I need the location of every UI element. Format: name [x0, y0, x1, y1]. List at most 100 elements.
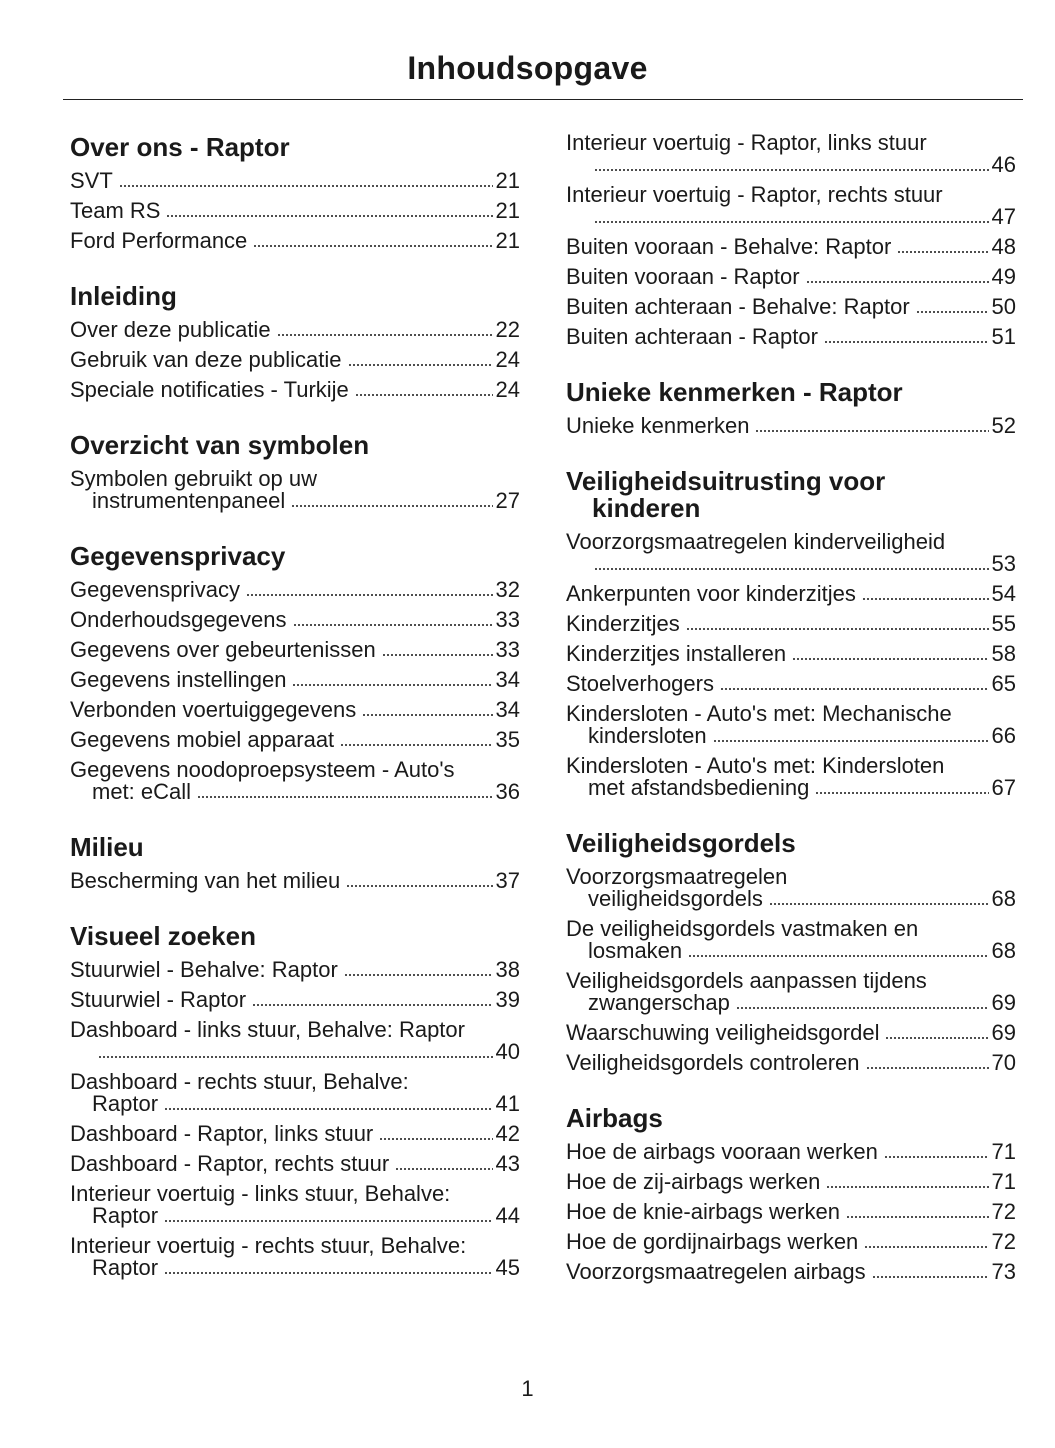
- entry-line: Unieke kenmerken 52: [566, 411, 1016, 441]
- dot-leader: [354, 393, 493, 397]
- toc-entry[interactable]: Unieke kenmerken 52: [566, 411, 1016, 441]
- toc-entry[interactable]: Interieur voertuig - links stuur, Behalv…: [70, 1179, 520, 1231]
- entry-page-number: 70: [991, 1050, 1016, 1075]
- entry-line: Raptor 45: [70, 1257, 520, 1279]
- entry-title: Voorzorgsmaatregelen airbags: [566, 1259, 866, 1284]
- entry-page-number: 68: [991, 886, 1016, 911]
- entry-title: Kindersloten - Auto's met: Mechanische: [566, 701, 952, 726]
- toc-entry[interactable]: Onderhoudsgegevens 33: [70, 605, 520, 635]
- toc-entry[interactable]: Interieur voertuig - Raptor, links stuur…: [566, 128, 1016, 180]
- toc-entry[interactable]: Kindersloten - Auto's met: Kindersloten m…: [566, 751, 1016, 803]
- toc-entry[interactable]: Kindersloten - Auto's met: Mechanische ki…: [566, 699, 1016, 751]
- toc-entry[interactable]: Hoe de gordijnairbags werken 72: [566, 1227, 1016, 1257]
- entry-line: veiligheidsgordels 68: [566, 888, 1016, 910]
- entry-page-number: 69: [991, 990, 1016, 1015]
- toc-entry[interactable]: Voorzorgsmaatregelen veiligheidsgordels 68: [566, 862, 1016, 914]
- toc-entry[interactable]: Gebruik van deze publicatie 24: [70, 345, 520, 375]
- section-heading: Gegevensprivacy: [70, 541, 286, 571]
- toc-section: Airbags Hoe de airbags vooraan werken 71 Ho…: [566, 1101, 1016, 1287]
- entry-line: Over deze publicatie 22: [70, 315, 520, 345]
- entry-title: Ankerpunten voor kinderzitjes: [566, 581, 856, 606]
- toc-entry[interactable]: Stoelverhogers 65: [566, 669, 1016, 699]
- entry-title: kindersloten: [588, 723, 707, 748]
- toc-entry[interactable]: Voorzorgsmaatregelen airbags 73: [566, 1257, 1016, 1287]
- toc-entry[interactable]: Buiten vooraan - Raptor 49: [566, 262, 1016, 292]
- entry-line: SVT 21: [70, 166, 520, 196]
- entry-line: Voorzorgsmaatregelen airbags 73: [566, 1257, 1016, 1287]
- section-heading: Veiligheidsuitrusting voor kinderen: [566, 466, 886, 523]
- toc-entry[interactable]: Veiligheidsgordels aanpassen tijdens zwan…: [566, 966, 1016, 1018]
- toc-entry[interactable]: Team RS 21: [70, 196, 520, 226]
- dot-leader: [755, 429, 989, 433]
- toc-section: Veiligheidsgordels Voorzorgsmaatregelen ve…: [566, 826, 1016, 1078]
- entry-page-number: 38: [495, 957, 520, 982]
- toc-entry[interactable]: Speciale notificaties - Turkije 24: [70, 375, 520, 405]
- entry-line: Speciale notificaties - Turkije 24: [70, 375, 520, 405]
- entry-title: Kindersloten - Auto's met: Kindersloten: [566, 753, 945, 778]
- section-heading: Airbags: [566, 1103, 663, 1133]
- toc-entry[interactable]: Symbolen gebruikt op uw instrumentenpanee…: [70, 464, 520, 516]
- toc-entry[interactable]: Dashboard - Raptor, links stuur 42: [70, 1119, 520, 1149]
- toc-entry[interactable]: Dashboard - Raptor, rechts stuur 43: [70, 1149, 520, 1179]
- toc-entry[interactable]: Buiten achteraan - Raptor 51: [566, 322, 1016, 352]
- section-heading: Veiligheidsgordels: [566, 828, 796, 858]
- dot-leader: [735, 1006, 989, 1010]
- dot-leader: [381, 653, 493, 657]
- toc-entry[interactable]: Bescherming van het milieu 37: [70, 866, 520, 896]
- toc-entry[interactable]: Gegevens instellingen 34: [70, 665, 520, 695]
- toc-entry[interactable]: Dashboard - rechts stuur, Behalve: Raptor…: [70, 1067, 520, 1119]
- page-title: Inhoudsopgave: [407, 50, 648, 86]
- toc-entry[interactable]: Gegevens over gebeurtenissen 33: [70, 635, 520, 665]
- entry-page-number: 66: [991, 723, 1016, 748]
- toc-entry[interactable]: Hoe de knie-airbags werken 72: [566, 1197, 1016, 1227]
- entry-title: Interieur voertuig - Raptor, rechts stuu…: [566, 182, 943, 207]
- toc-entry[interactable]: Buiten achteraan - Behalve: Raptor 50: [566, 292, 1016, 322]
- entry-title: met afstandsbediening: [588, 775, 810, 800]
- toc-entry[interactable]: Interieur voertuig - rechts stuur, Behal…: [70, 1231, 520, 1283]
- entry-page-number: 32: [495, 577, 520, 602]
- dot-leader: [346, 884, 493, 888]
- entry-title: Stoelverhogers: [566, 671, 714, 696]
- toc-entry[interactable]: Kinderzitjes 55: [566, 609, 1016, 639]
- toc-entry[interactable]: Gegevensprivacy 32: [70, 575, 520, 605]
- toc-entry[interactable]: Gegevens mobiel apparaat 35: [70, 725, 520, 755]
- toc-entry[interactable]: Hoe de zij-airbags werken 71: [566, 1167, 1016, 1197]
- toc-entry[interactable]: Over deze publicatie 22: [70, 315, 520, 345]
- entry-title: Buiten achteraan - Behalve: Raptor: [566, 294, 910, 319]
- entry-title: Voorzorgsmaatregelen kinderveiligheid: [566, 529, 946, 554]
- toc-entry[interactable]: Buiten vooraan - Behalve: Raptor 48: [566, 232, 1016, 262]
- toc-entry[interactable]: Gegevens noodoproepsysteem - Auto's met: …: [70, 755, 520, 807]
- toc-entry[interactable]: Waarschuwing veiligheidsgordel 69: [566, 1018, 1016, 1048]
- toc-entry[interactable]: Kinderzitjes installeren 58: [566, 639, 1016, 669]
- toc-entry[interactable]: Stuurwiel - Raptor 39: [70, 985, 520, 1015]
- toc-entry[interactable]: Ford Performance 21: [70, 226, 520, 256]
- entry-page-number: 22: [495, 317, 520, 342]
- entry-line: Voorzorgsmaatregelen: [566, 866, 1016, 888]
- entry-page-number: 24: [495, 377, 520, 402]
- entry-page-number: 33: [495, 637, 520, 662]
- entry-line: Hoe de zij-airbags werken 71: [566, 1167, 1016, 1197]
- dot-leader: [815, 791, 989, 795]
- entry-line: Bescherming van het milieu 37: [70, 866, 520, 896]
- entry-line: Stuurwiel - Behalve: Raptor 38: [70, 955, 520, 985]
- toc-entry[interactable]: De veiligheidsgordels vastmaken en losmak…: [566, 914, 1016, 966]
- toc-entry[interactable]: Dashboard - links stuur, Behalve: Raptor…: [70, 1015, 520, 1067]
- entry-title: Onderhoudsgegevens: [70, 607, 287, 632]
- entry-line: Gegevens instellingen 34: [70, 665, 520, 695]
- toc-entry[interactable]: Ankerpunten voor kinderzitjes 54: [566, 579, 1016, 609]
- entry-line: Stoelverhogers 65: [566, 669, 1016, 699]
- toc-entry[interactable]: Voorzorgsmaatregelen kinderveiligheid 53: [566, 527, 1016, 579]
- entry-page-number: 44: [495, 1203, 520, 1228]
- toc-entry[interactable]: Hoe de airbags vooraan werken 71: [566, 1137, 1016, 1167]
- toc-entry[interactable]: Verbonden voertuiggegevens 34: [70, 695, 520, 725]
- section-heading: Milieu: [70, 832, 144, 862]
- entry-line: Veiligheidsgordels aanpassen tijdens: [566, 970, 1016, 992]
- toc-entry[interactable]: Stuurwiel - Behalve: Raptor 38: [70, 955, 520, 985]
- toc-entry[interactable]: Veiligheidsgordels controleren 70: [566, 1048, 1016, 1078]
- toc-entry[interactable]: SVT 21: [70, 166, 520, 196]
- toc-entry[interactable]: Interieur voertuig - Raptor, rechts stuu…: [566, 180, 1016, 232]
- entry-line: Symbolen gebruikt op uw: [70, 468, 520, 490]
- entry-page-number: 65: [991, 671, 1016, 696]
- dot-leader: [164, 1271, 493, 1275]
- entry-line: Buiten vooraan - Behalve: Raptor 48: [566, 232, 1016, 262]
